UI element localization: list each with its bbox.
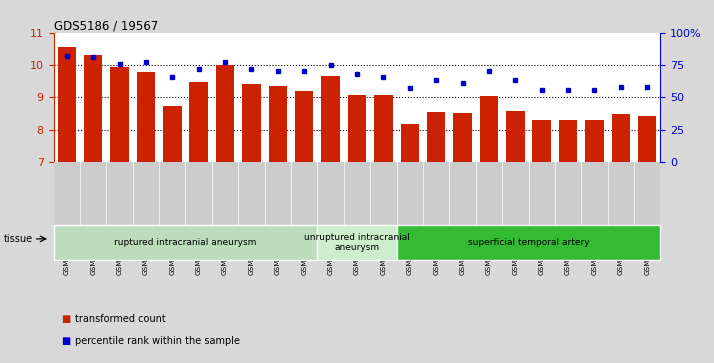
Bar (216, 65, 234, 162)
Bar (268, 86, 287, 162)
Bar (533, 120, 551, 162)
Bar (401, 124, 419, 162)
Bar (136, 72, 155, 162)
Bar (396, 225, 660, 260)
Bar (480, 96, 498, 162)
Bar (58, 47, 76, 162)
Text: unruptured intracranial
aneurysm: unruptured intracranial aneurysm (304, 233, 410, 252)
Bar (321, 76, 340, 162)
Bar (638, 116, 656, 162)
Bar (612, 114, 630, 162)
Bar (110, 66, 129, 162)
Bar (295, 91, 313, 162)
Bar (559, 120, 578, 162)
Text: ■: ■ (61, 336, 70, 346)
Bar (318, 225, 396, 260)
Text: tissue: tissue (4, 234, 33, 244)
Text: superficial temporal artery: superficial temporal artery (468, 238, 589, 247)
Text: transformed count: transformed count (75, 314, 166, 325)
Bar (242, 84, 261, 162)
Bar (374, 95, 393, 162)
Bar (348, 95, 366, 162)
Text: GDS5186 / 19567: GDS5186 / 19567 (54, 20, 158, 33)
Bar (84, 55, 102, 162)
Text: ruptured intracranial aneurysm: ruptured intracranial aneurysm (114, 238, 256, 247)
Bar (453, 113, 472, 162)
Bar (427, 112, 446, 162)
Bar (585, 120, 604, 162)
Bar (506, 111, 525, 162)
Text: percentile rank within the sample: percentile rank within the sample (75, 336, 240, 346)
Bar (189, 82, 208, 162)
Text: ■: ■ (61, 314, 70, 325)
Bar (54, 225, 318, 260)
Bar (163, 106, 181, 162)
